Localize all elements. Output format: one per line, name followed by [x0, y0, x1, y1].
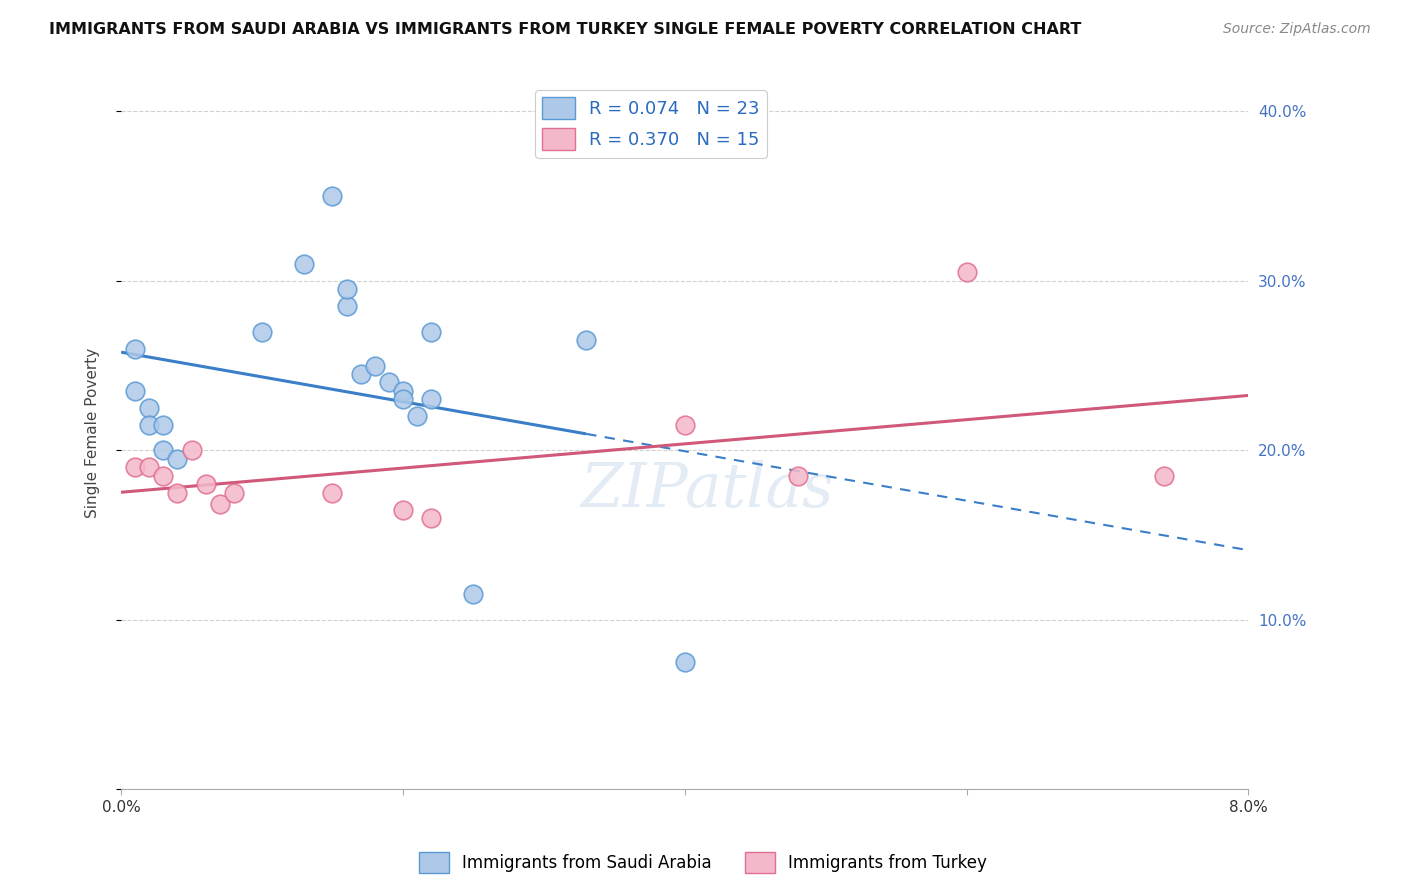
- Point: [420, 392, 443, 407]
- Point: [406, 409, 429, 424]
- Text: IMMIGRANTS FROM SAUDI ARABIA VS IMMIGRANTS FROM TURKEY SINGLE FEMALE POVERTY COR: IMMIGRANTS FROM SAUDI ARABIA VS IMMIGRAN…: [49, 22, 1081, 37]
- Point: [420, 325, 443, 339]
- Point: [138, 417, 160, 432]
- Point: [336, 299, 359, 313]
- Point: [124, 460, 146, 475]
- Point: [378, 376, 401, 390]
- Point: [138, 460, 160, 475]
- Point: [336, 282, 359, 296]
- Point: [194, 477, 217, 491]
- Point: [180, 443, 202, 458]
- Y-axis label: Single Female Poverty: Single Female Poverty: [86, 348, 100, 518]
- Point: [392, 502, 415, 516]
- Legend: R = 0.074   N = 23, R = 0.370   N = 15: R = 0.074 N = 23, R = 0.370 N = 15: [536, 90, 766, 158]
- Point: [166, 451, 188, 466]
- Point: [208, 498, 231, 512]
- Point: [138, 401, 160, 415]
- Point: [463, 587, 485, 601]
- Text: Source: ZipAtlas.com: Source: ZipAtlas.com: [1223, 22, 1371, 37]
- Point: [152, 468, 174, 483]
- Point: [292, 257, 315, 271]
- Text: ZIPatlas: ZIPatlas: [581, 460, 834, 520]
- Point: [673, 417, 696, 432]
- Point: [152, 443, 174, 458]
- Point: [392, 384, 415, 398]
- Point: [786, 468, 808, 483]
- Point: [350, 367, 373, 381]
- Point: [124, 384, 146, 398]
- Point: [1153, 468, 1175, 483]
- Point: [575, 333, 598, 347]
- Point: [321, 189, 343, 203]
- Legend: Immigrants from Saudi Arabia, Immigrants from Turkey: Immigrants from Saudi Arabia, Immigrants…: [412, 846, 994, 880]
- Point: [955, 265, 977, 279]
- Point: [152, 417, 174, 432]
- Point: [673, 655, 696, 669]
- Point: [420, 511, 443, 525]
- Point: [364, 359, 387, 373]
- Point: [166, 485, 188, 500]
- Point: [250, 325, 273, 339]
- Point: [392, 392, 415, 407]
- Point: [124, 342, 146, 356]
- Point: [321, 485, 343, 500]
- Point: [222, 485, 245, 500]
